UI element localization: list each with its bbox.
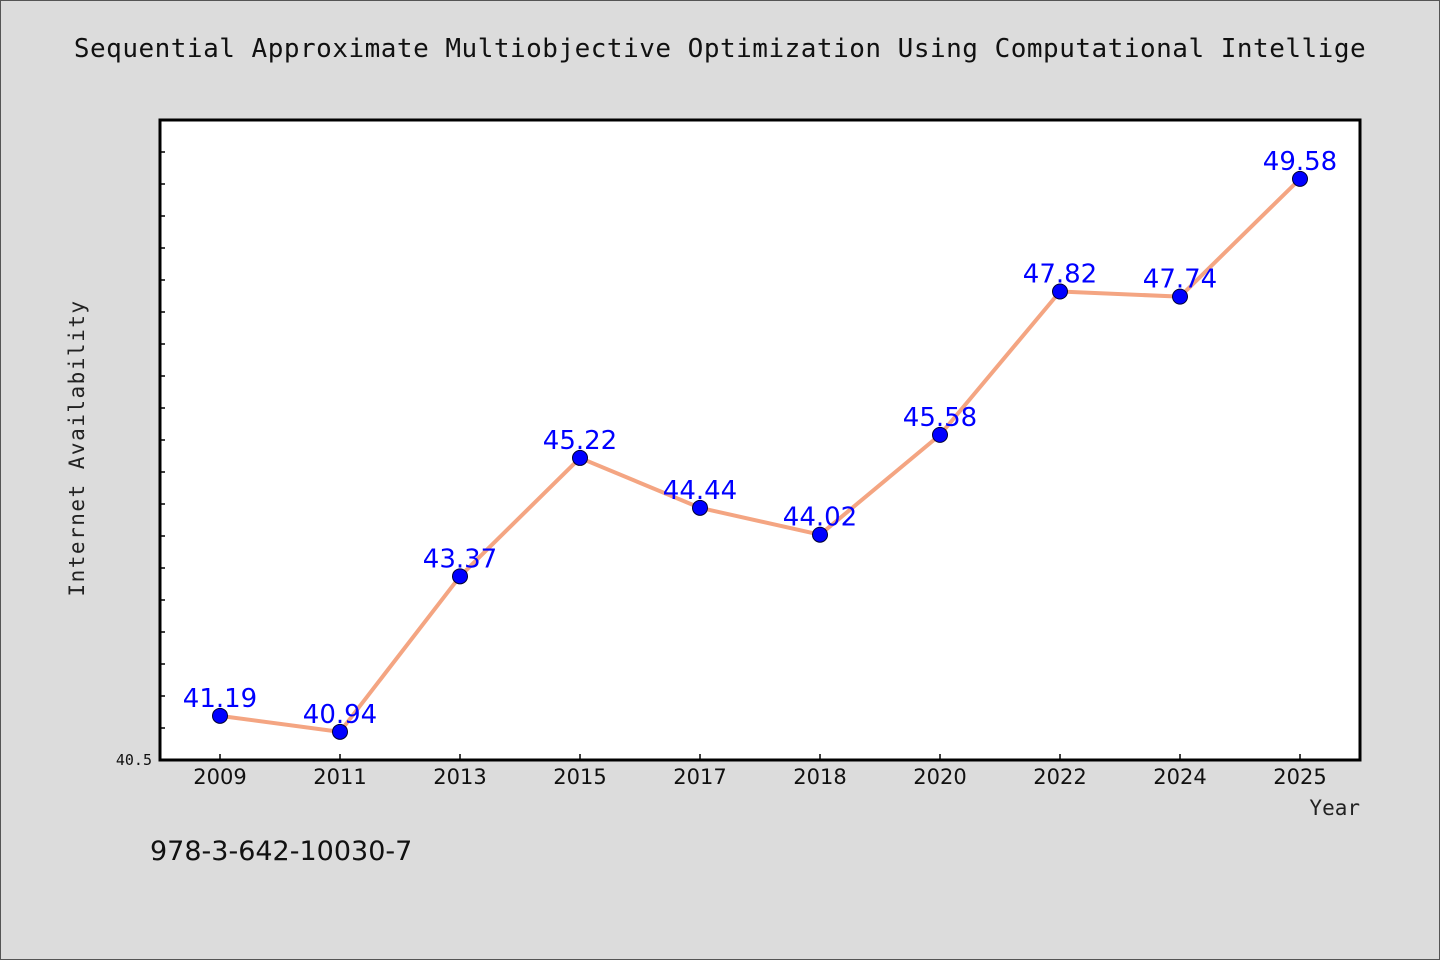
- data-series: [212, 170, 1308, 740]
- data-label: 49.58: [1263, 147, 1337, 177]
- data-label: 47.74: [1143, 265, 1217, 295]
- data-label: 47.82: [1023, 260, 1097, 290]
- data-label: 41.19: [183, 684, 257, 714]
- x-tick-label: 2017: [673, 765, 726, 789]
- x-tick-label: 2009: [193, 765, 246, 789]
- y-axis-ticks: 40.5: [116, 119, 165, 769]
- series-line: [219, 177, 1302, 734]
- x-tick-label: 2011: [313, 765, 366, 789]
- data-point: [692, 499, 708, 516]
- data-labels: 41.19 40.94 43.37 45.22 44.44 44.02 45.58 47.82…: [183, 147, 1337, 730]
- x-tick-label: 2020: [913, 765, 966, 789]
- y-axis-label: Internet Availability: [65, 299, 89, 597]
- data-point: [1052, 283, 1068, 300]
- data-point: [572, 449, 588, 466]
- data-label: 43.37: [423, 544, 497, 574]
- data-point: [332, 723, 348, 740]
- data-label: 45.58: [903, 403, 977, 433]
- y-tick-label: 40.5: [116, 751, 152, 769]
- data-point: [1292, 170, 1308, 187]
- isbn-footer: 978-3-642-10030-7: [150, 836, 413, 867]
- data-point: [1172, 288, 1188, 305]
- x-tick-label: 2024: [1153, 765, 1206, 789]
- data-label: 44.44: [663, 476, 737, 506]
- data-label: 45.22: [543, 426, 617, 456]
- x-axis-label: Year: [1309, 796, 1360, 820]
- x-tick-label: 2025: [1273, 765, 1326, 789]
- plot-area: [158, 118, 1362, 762]
- data-point: [212, 707, 228, 724]
- x-tick-label: 2015: [553, 765, 606, 789]
- x-axis-ticks: 2009 2011 2013 2015 2017 2018 2020 2022 2024 2025: [193, 754, 1327, 789]
- data-point: [932, 426, 948, 443]
- chart-title: Sequential Approximate Multiobjective Op…: [73, 34, 1367, 64]
- data-label: 40.94: [303, 700, 377, 730]
- data-label: 44.02: [783, 503, 857, 533]
- x-tick-label: 2022: [1033, 765, 1086, 789]
- data-point: [812, 526, 828, 543]
- x-tick-label: 2018: [793, 765, 846, 789]
- x-tick-label: 2013: [433, 765, 486, 789]
- data-point: [452, 568, 468, 585]
